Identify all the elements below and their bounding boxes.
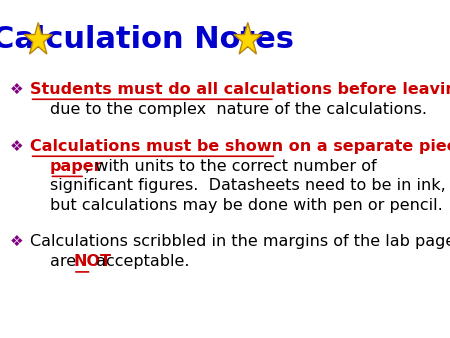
Text: Calculations must be shown on a separate piece of: Calculations must be shown on a separate…	[30, 139, 450, 154]
Text: Students must do all calculations before leaving lab,: Students must do all calculations before…	[30, 82, 450, 97]
Text: acceptable.: acceptable.	[91, 255, 190, 269]
Text: Calculations scribbled in the margins of the lab pages: Calculations scribbled in the margins of…	[30, 234, 450, 249]
Polygon shape	[24, 23, 52, 54]
Text: but calculations may be done with pen or pencil.: but calculations may be done with pen or…	[50, 198, 442, 213]
Text: ❖: ❖	[10, 139, 23, 154]
Text: Calculation Notes: Calculation Notes	[0, 25, 294, 54]
Text: ❖: ❖	[10, 234, 23, 249]
Polygon shape	[234, 23, 262, 54]
Text: due to the complex  nature of the calculations.: due to the complex nature of the calcula…	[50, 102, 427, 117]
Text: paper: paper	[50, 159, 102, 174]
Text: are: are	[50, 255, 81, 269]
Text: ❖: ❖	[10, 82, 23, 97]
Text: significant figures.  Datasheets need to be in ink,: significant figures. Datasheets need to …	[50, 178, 446, 193]
Text: , with units to the correct number of: , with units to the correct number of	[85, 159, 377, 174]
Text: NOT: NOT	[73, 255, 111, 269]
